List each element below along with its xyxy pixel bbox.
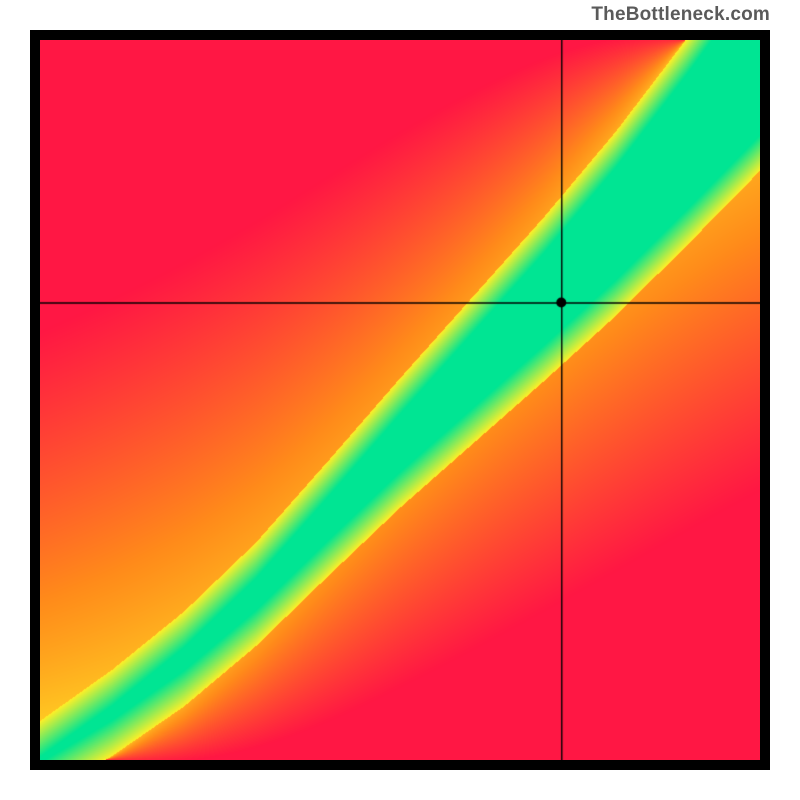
root: TheBottleneck.com: [0, 0, 800, 800]
chart-outer-border: [30, 30, 770, 770]
heatmap-canvas: [40, 40, 760, 760]
heatmap-plot: [40, 40, 760, 760]
watermark-text: TheBottleneck.com: [591, 4, 770, 26]
